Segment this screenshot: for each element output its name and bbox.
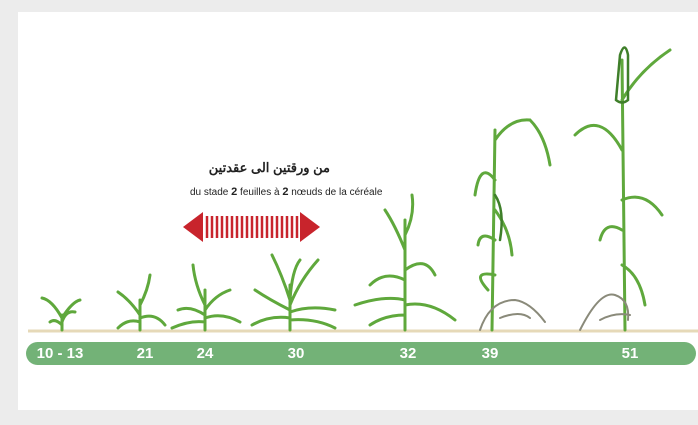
stage-label: 39 — [482, 345, 499, 362]
stage-label: 32 — [400, 345, 417, 362]
diagram: 10 - 13 21 24 30 32 39 51 من ورقتين الى عقدتين… — [0, 0, 698, 425]
stage-label: 24 — [197, 345, 214, 362]
stage-label: 21 — [137, 345, 154, 362]
subtitle-part: feuilles à — [237, 187, 282, 198]
stage-label: 30 — [288, 345, 305, 362]
subtitle-part: nœuds de la céréale — [288, 187, 382, 198]
title-ar: من ورقتين الى عقدتين — [140, 160, 330, 176]
stage-label: 51 — [622, 345, 639, 362]
stage-label: 10 - 13 — [37, 345, 84, 362]
subtitle-part: du stade — [190, 187, 231, 198]
stage-bar — [26, 342, 696, 365]
illustration: 10 - 13 21 24 30 32 39 51 — [0, 0, 698, 425]
subtitle-fr: du stade 2 feuilles à 2 nœuds de la céré… — [190, 186, 382, 198]
